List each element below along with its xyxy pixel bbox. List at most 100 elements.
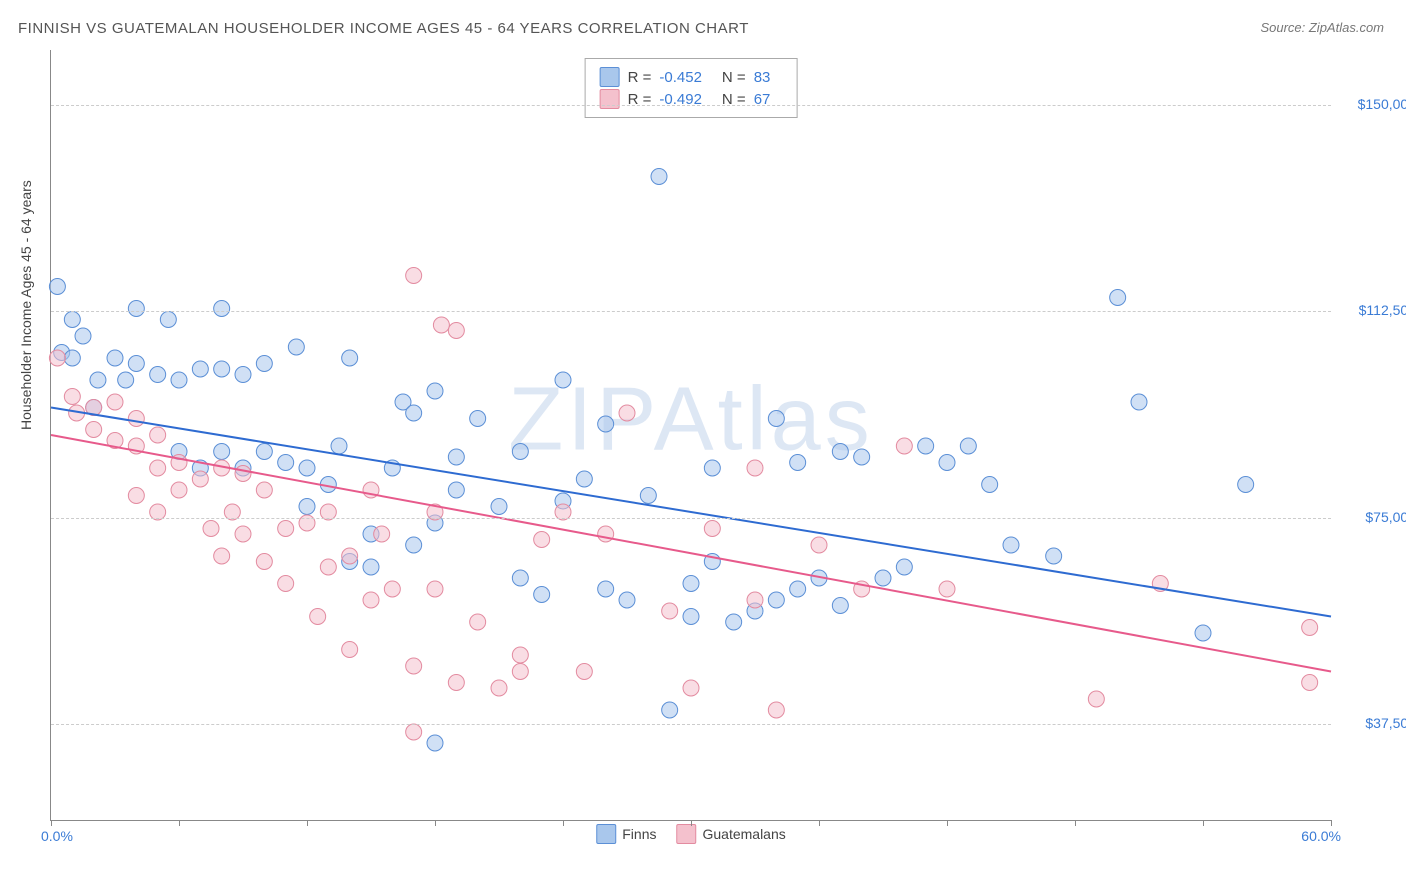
- data-point: [960, 438, 976, 454]
- data-point: [534, 587, 550, 603]
- data-point: [683, 680, 699, 696]
- data-point: [107, 350, 123, 366]
- data-point: [235, 526, 251, 542]
- data-point: [683, 576, 699, 592]
- data-point: [150, 367, 166, 383]
- data-point: [662, 702, 678, 718]
- data-point: [406, 268, 422, 284]
- data-point: [192, 471, 208, 487]
- gridline: [51, 724, 1331, 725]
- x-tick: [1331, 820, 1332, 826]
- data-point: [171, 482, 187, 498]
- data-point: [619, 405, 635, 421]
- data-point: [90, 372, 106, 388]
- data-point: [598, 526, 614, 542]
- data-point: [1046, 548, 1062, 564]
- data-point: [310, 609, 326, 625]
- x-axis-max-label: 60.0%: [1301, 828, 1341, 844]
- data-point: [342, 548, 358, 564]
- data-point: [278, 576, 294, 592]
- data-point: [214, 301, 230, 317]
- data-point: [235, 367, 251, 383]
- data-point: [512, 444, 528, 460]
- data-point: [470, 614, 486, 630]
- data-point: [790, 455, 806, 471]
- plot-area: ZIPAtlas R = -0.452 N = 83 R = -0.492 N …: [50, 50, 1331, 821]
- y-tick-label: $75,000: [1336, 509, 1406, 525]
- data-point: [1238, 477, 1254, 493]
- data-point: [683, 609, 699, 625]
- data-point: [433, 317, 449, 333]
- data-point: [1195, 625, 1211, 641]
- data-point: [278, 455, 294, 471]
- data-point: [192, 361, 208, 377]
- scatter-svg: [51, 50, 1331, 820]
- legend-label-finns: Finns: [622, 826, 656, 842]
- data-point: [171, 372, 187, 388]
- data-point: [491, 499, 507, 515]
- data-point: [1302, 675, 1318, 691]
- gridline: [51, 311, 1331, 312]
- data-point: [363, 559, 379, 575]
- data-point: [299, 460, 315, 476]
- data-point: [64, 350, 80, 366]
- data-point: [512, 570, 528, 586]
- data-point: [256, 554, 272, 570]
- data-point: [534, 532, 550, 548]
- data-point: [726, 614, 742, 630]
- data-point: [320, 559, 336, 575]
- data-point: [768, 592, 784, 608]
- data-point: [640, 488, 656, 504]
- data-point: [832, 444, 848, 460]
- data-point: [470, 411, 486, 427]
- data-point: [704, 460, 720, 476]
- data-point: [49, 279, 65, 295]
- data-point: [1003, 537, 1019, 553]
- data-point: [128, 488, 144, 504]
- gridline: [51, 105, 1331, 106]
- data-point: [1131, 394, 1147, 410]
- data-point: [512, 664, 528, 680]
- data-point: [214, 548, 230, 564]
- data-point: [128, 301, 144, 317]
- data-point: [427, 581, 443, 597]
- data-point: [619, 592, 635, 608]
- data-point: [331, 438, 347, 454]
- data-point: [214, 361, 230, 377]
- data-point: [704, 521, 720, 537]
- data-point: [811, 537, 827, 553]
- data-point: [768, 702, 784, 718]
- x-tick: [1075, 820, 1076, 826]
- x-tick: [51, 820, 52, 826]
- data-point: [982, 477, 998, 493]
- x-tick: [691, 820, 692, 826]
- data-point: [49, 350, 65, 366]
- y-tick-label: $37,500: [1336, 715, 1406, 731]
- data-point: [448, 323, 464, 339]
- data-point: [512, 647, 528, 663]
- data-point: [896, 438, 912, 454]
- data-point: [203, 521, 219, 537]
- legend-swatch-guatemalans: [676, 824, 696, 844]
- y-axis-label: Householder Income Ages 45 - 64 years: [18, 180, 34, 430]
- legend-label-guatemalans: Guatemalans: [702, 826, 785, 842]
- data-point: [939, 581, 955, 597]
- data-point: [448, 675, 464, 691]
- data-point: [214, 444, 230, 460]
- data-point: [107, 394, 123, 410]
- data-point: [939, 455, 955, 471]
- data-point: [555, 372, 571, 388]
- data-point: [598, 416, 614, 432]
- data-point: [427, 383, 443, 399]
- x-tick: [179, 820, 180, 826]
- data-point: [747, 592, 763, 608]
- data-point: [1088, 691, 1104, 707]
- x-tick: [435, 820, 436, 826]
- data-point: [448, 482, 464, 498]
- data-point: [160, 312, 176, 328]
- x-axis-min-label: 0.0%: [41, 828, 73, 844]
- data-point: [64, 389, 80, 405]
- data-point: [374, 526, 390, 542]
- data-point: [918, 438, 934, 454]
- data-point: [790, 581, 806, 597]
